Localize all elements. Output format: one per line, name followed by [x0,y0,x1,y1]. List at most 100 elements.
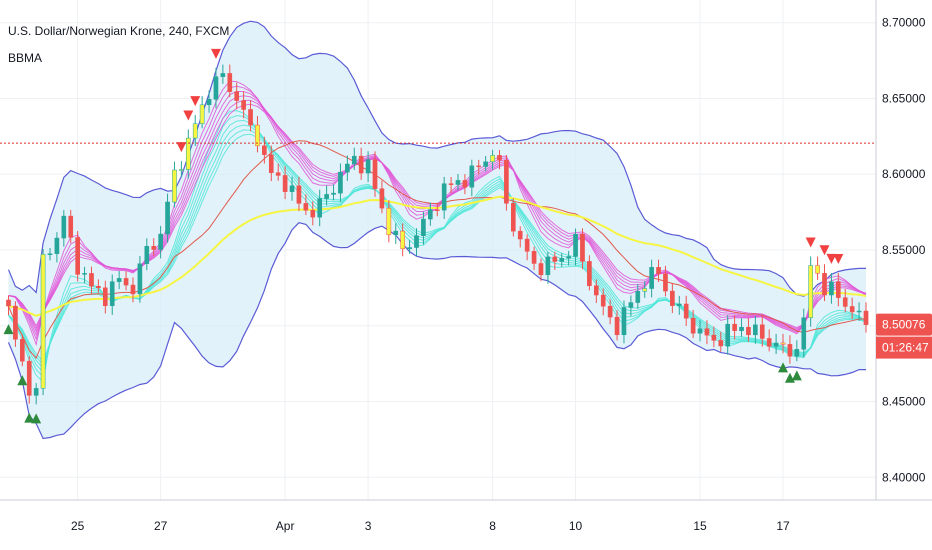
candle-body[interactable] [434,209,440,211]
candle-body[interactable] [137,263,143,295]
candle-body[interactable] [324,194,329,199]
candle-body[interactable] [538,263,544,276]
candle-body[interactable] [773,342,779,347]
candle-body[interactable] [158,233,163,250]
candle-body[interactable] [483,161,488,167]
candle-body[interactable] [580,233,585,262]
candle-body[interactable] [75,237,80,275]
candle-body[interactable] [393,230,399,236]
candle-body[interactable] [753,324,758,336]
candle-body[interactable] [490,155,495,163]
candle-body[interactable] [628,302,634,308]
candle-body[interactable] [642,288,648,292]
candle-body[interactable] [310,210,316,218]
candle-body[interactable] [690,317,696,334]
candle-body[interactable] [282,175,288,192]
candle-body[interactable] [663,273,668,292]
candle-body[interactable] [199,104,205,124]
candle-body[interactable] [206,99,212,106]
candle-body[interactable] [718,340,724,347]
candle-body[interactable] [338,171,343,194]
candle-body[interactable] [296,185,302,204]
candle-body[interactable] [676,303,682,306]
candle-body[interactable] [130,284,136,295]
candle-body[interactable] [476,165,482,168]
candle-body[interactable] [241,100,246,110]
candle-body[interactable] [331,192,336,195]
candle-body[interactable] [179,169,184,171]
candle-body[interactable] [836,281,841,298]
candle-body[interactable] [248,109,253,126]
candle-body[interactable] [559,258,565,262]
candle-body[interactable] [794,349,800,357]
candle-body[interactable] [345,163,350,173]
candle-body[interactable] [82,273,87,275]
candle-body[interactable] [441,183,447,211]
candle-body[interactable] [683,303,689,319]
candle-body[interactable] [704,328,710,336]
candle-body[interactable] [227,73,233,92]
candle-body[interactable] [732,323,737,331]
candle-body[interactable] [6,299,11,307]
candle-body[interactable] [497,155,502,161]
candle-body[interactable] [448,183,454,185]
candle-body[interactable] [725,323,731,347]
candle-body[interactable] [303,203,309,211]
candle-body[interactable] [531,251,537,264]
candle-body[interactable] [670,290,675,306]
candle-body[interactable] [649,267,654,289]
candle-body[interactable] [607,305,613,318]
candle-body[interactable] [863,310,869,325]
candle-body[interactable] [165,201,170,235]
candle-body[interactable] [96,285,101,289]
candle-body[interactable] [268,154,274,173]
candle-body[interactable] [351,155,357,165]
candle-body[interactable] [109,281,115,307]
candle-body[interactable] [808,265,814,318]
candle-body[interactable] [469,165,475,188]
candle-body[interactable] [621,307,627,336]
candle-body[interactable] [766,338,772,347]
candle-body[interactable] [759,324,765,339]
candle-body[interactable] [614,316,620,336]
time-axis[interactable]: 25 27 Apr 3 8 10 15 17 [71,519,790,533]
candle-body[interactable] [856,310,862,313]
candle-body[interactable] [13,305,18,340]
candle-body[interactable] [421,218,426,236]
candle-body[interactable] [517,230,523,240]
candle-body[interactable] [829,281,834,296]
candle-body[interactable] [40,254,46,389]
candle-body[interactable] [54,237,60,254]
candle-body[interactable] [47,253,53,255]
candle-body[interactable] [262,145,267,155]
candle-body[interactable] [545,256,551,276]
candle-body[interactable] [635,291,641,303]
candle-body[interactable] [255,124,260,147]
candle-body[interactable] [801,317,807,350]
candle-body[interactable] [213,76,219,100]
candle-body[interactable] [504,159,509,204]
candle-body[interactable] [123,278,129,286]
candle-body[interactable] [386,207,392,236]
candle-body[interactable] [33,388,39,396]
candle-body[interactable] [587,261,592,286]
candle-body[interactable] [414,235,419,248]
candle-body[interactable] [524,238,530,252]
candle-body[interactable] [185,137,191,170]
candle-body[interactable] [400,230,405,250]
candle-layer[interactable] [6,64,869,405]
candle-body[interactable] [220,73,226,77]
candle-body[interactable] [358,155,364,174]
candle-body[interactable] [68,215,74,238]
candle-body[interactable] [61,215,67,239]
candle-body[interactable] [372,159,378,189]
candle-body[interactable] [566,256,571,259]
candle-body[interactable] [746,326,751,336]
candle-body[interactable] [365,159,371,174]
candle-body[interactable] [697,328,703,334]
candle-body[interactable] [656,267,661,274]
candle-body[interactable] [462,180,468,188]
candle-body[interactable] [428,209,433,220]
candle-body[interactable] [573,233,578,257]
